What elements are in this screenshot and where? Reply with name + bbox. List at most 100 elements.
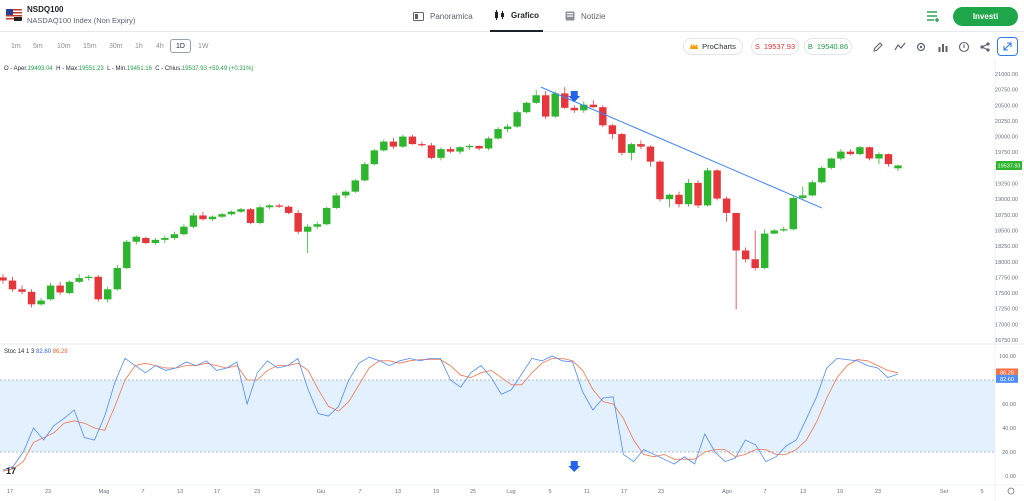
high-label: H - Max. — [56, 66, 79, 72]
timeframe-15m[interactable]: 15m — [83, 42, 97, 50]
timeframe-5m[interactable]: 5m — [33, 42, 43, 50]
stochastic-legend: Stoc 14 1 3 82.60 86.28 — [4, 349, 68, 355]
timeframe-30m[interactable]: 30m — [109, 42, 123, 50]
tab-grafico[interactable]: Grafico — [490, 0, 544, 32]
candle-body — [351, 180, 360, 192]
timeframe-1m[interactable]: 1m — [11, 42, 21, 50]
tab-panoramica[interactable]: Panoramica — [413, 0, 473, 32]
candle-body — [580, 104, 588, 111]
tab-label: Panoramica — [430, 11, 473, 21]
candle-body — [94, 276, 102, 300]
time-axis-tick: 23 — [45, 489, 51, 495]
candle-body — [208, 216, 217, 220]
expand-button[interactable] — [997, 37, 1018, 56]
price-axis-tick: 19250.00 — [995, 182, 1018, 188]
timeframe-4h[interactable]: 4h — [156, 42, 164, 50]
timeframe-10m[interactable]: 10m — [57, 42, 71, 50]
candle-body — [170, 234, 179, 238]
candle-body — [370, 150, 379, 165]
candle-body — [656, 161, 664, 200]
time-axis-tick: 13 — [800, 489, 806, 495]
candle-body — [884, 154, 893, 165]
timeframe-1d[interactable]: 1D — [170, 39, 191, 53]
candle-body — [789, 197, 797, 230]
current-price-tag — [996, 161, 1022, 171]
candle-body — [218, 214, 226, 217]
candle-body — [865, 147, 874, 159]
stoch-axis-tick: 100.00 — [999, 354, 1016, 360]
candle-body — [646, 146, 655, 162]
indicators-icon[interactable] — [894, 41, 906, 53]
stoch-axis-tick: 40.00 — [1002, 426, 1016, 432]
price-axis-tick: 18750.00 — [995, 213, 1018, 219]
candle-body — [494, 129, 502, 139]
candle-body — [465, 145, 474, 148]
candle-body — [446, 149, 455, 152]
time-axis-tick: Lug — [506, 489, 515, 495]
candle-body — [303, 226, 312, 232]
settings-icon[interactable] — [915, 41, 927, 53]
pencil-icon[interactable] — [872, 41, 884, 53]
expand-icon — [1003, 42, 1012, 51]
buy-price-button[interactable]: B 19540.86 — [804, 38, 852, 55]
candle-body — [332, 195, 340, 208]
candle-body — [27, 291, 36, 305]
candle-body — [132, 236, 141, 242]
candle-body — [84, 276, 93, 279]
time-axis-tick: 19 — [433, 489, 439, 495]
candle-body — [732, 212, 740, 251]
candle-body — [484, 138, 493, 149]
procharts-label: ProCharts — [702, 42, 736, 51]
low-label: L - Min. — [107, 66, 127, 72]
candle-body — [637, 144, 645, 147]
stoch-d-value: 86.28 — [52, 349, 68, 355]
candle-body — [589, 104, 598, 108]
timeframe-1w[interactable]: 1W — [198, 42, 209, 50]
sell-price-button[interactable]: S 19537.93 — [751, 38, 799, 55]
current-price-label: 19537.93 — [998, 164, 1021, 170]
candle-body — [827, 158, 836, 168]
stoch-d-tag-label: 86.28 — [1000, 370, 1014, 376]
us-flag-icon — [6, 9, 22, 21]
candle-body — [284, 206, 293, 213]
ohlc-legend: O - Aper.19493.04 H - Max.19551.23 L - M… — [4, 66, 253, 72]
stoch-band — [0, 380, 995, 452]
candle-body — [151, 239, 160, 243]
invest-button[interactable]: Investi — [953, 7, 1018, 26]
alert-icon[interactable] — [958, 41, 970, 53]
tab-notizie[interactable]: Notizie — [565, 0, 605, 32]
price-axis-tick: 18500.00 — [995, 228, 1018, 234]
candle-body — [104, 289, 112, 300]
time-axis-tick: 5 — [980, 489, 983, 495]
high-value: 19551.23 — [78, 66, 104, 72]
instrument-name: NASDAQ100 Index (Non Expiry) — [27, 16, 136, 25]
candle-body — [503, 126, 512, 130]
candle-body — [599, 107, 607, 126]
candle-body — [627, 144, 636, 153]
candle-body — [256, 207, 264, 223]
price-chart[interactable]: 21000.00 20750.00 20500.00 20250.00 20000.00… — [0, 60, 1024, 501]
share-icon[interactable] — [979, 41, 991, 53]
timeframe-1h[interactable]: 1h — [135, 42, 143, 50]
buy-label: B — [807, 42, 813, 51]
candle-body — [275, 205, 283, 207]
candle-body — [437, 149, 445, 158]
candle-body — [856, 147, 864, 155]
open-value: 19493.04 — [27, 66, 53, 72]
time-axis-tick: 23 — [254, 489, 260, 495]
price-axis-tick: 20000.00 — [995, 135, 1018, 141]
candle-body — [189, 215, 198, 227]
watchlist-menu-icon[interactable] — [926, 9, 940, 23]
bar-chart-icon[interactable] — [937, 41, 949, 53]
candle-body — [142, 237, 150, 243]
time-axis-tick: 7 — [358, 489, 361, 495]
price-axis-tick: 17500.00 — [995, 291, 1018, 297]
procharts-button[interactable]: ProCharts — [683, 38, 743, 55]
candle-body — [323, 207, 331, 225]
price-axis-tick: 20250.00 — [995, 119, 1018, 125]
candle-body — [294, 212, 302, 232]
candle-body — [265, 205, 274, 208]
time-axis-tick: 19 — [837, 489, 843, 495]
news-icon — [565, 11, 575, 21]
price-axis-tick: 19000.00 — [995, 197, 1018, 203]
